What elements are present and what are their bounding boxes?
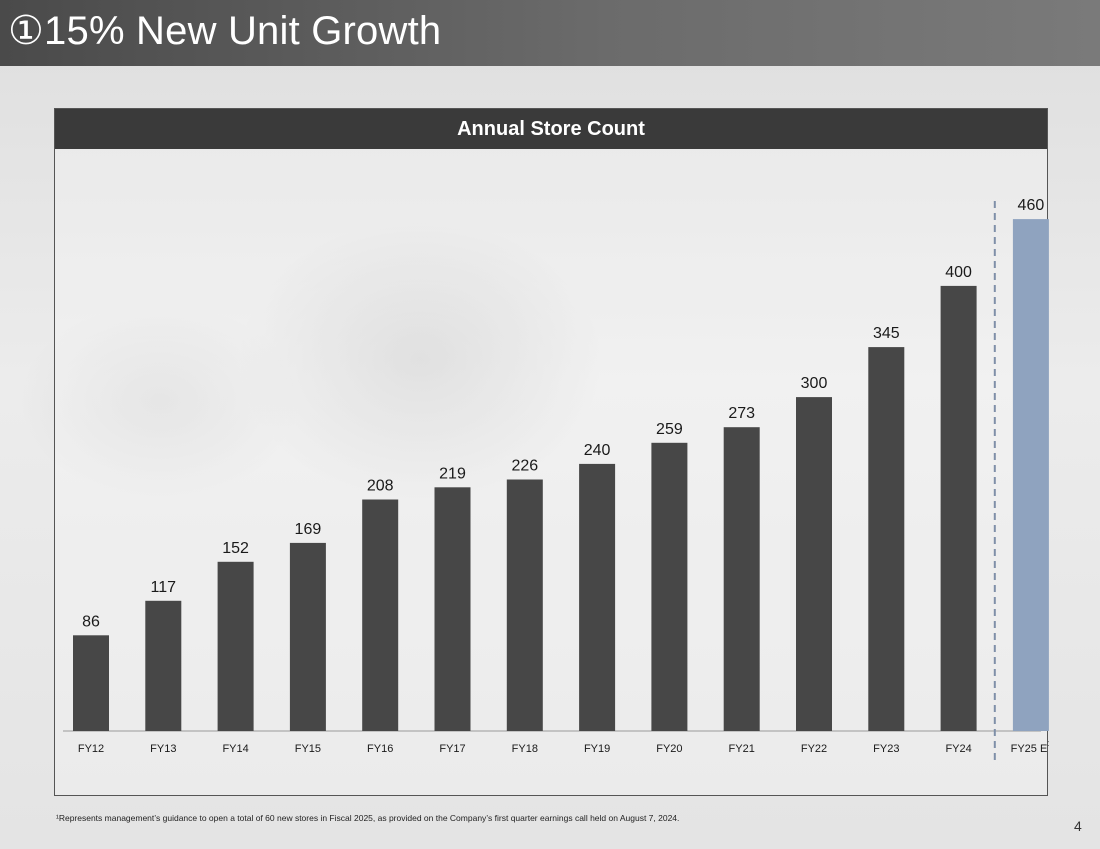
x-tick-label: FY21	[729, 743, 755, 755]
chart-title: Annual Store Count	[55, 109, 1047, 149]
data-label: 226	[511, 458, 538, 475]
x-tick-label: FY16	[367, 743, 393, 755]
chart-panel: Annual Store Count 86 FY12 117 FY13 152 FY14 1…	[54, 108, 1049, 796]
x-tick-label: FY22	[801, 743, 827, 755]
bar	[145, 600, 182, 731]
bar	[217, 561, 254, 731]
data-label: 86	[82, 613, 100, 630]
data-label: 117	[151, 579, 177, 596]
x-tick-label: FY25 E1	[1011, 741, 1049, 755]
bar	[579, 463, 616, 731]
x-tick-label: FY20	[656, 743, 682, 755]
x-tick-label: FY24	[945, 743, 971, 755]
bar	[868, 347, 905, 731]
bar-estimate	[1012, 219, 1049, 731]
bar	[73, 635, 109, 731]
bar	[651, 442, 688, 731]
x-tick-label: FY17	[439, 743, 465, 755]
page-number: 4	[1074, 818, 1082, 834]
x-tick-label: FY13	[150, 743, 176, 755]
slide-header: ①15% New Unit Growth	[0, 0, 1100, 66]
x-tick-label: FY19	[584, 743, 610, 755]
footnote: ¹Represents management’s guidance to ope…	[56, 813, 680, 823]
bar	[362, 499, 399, 731]
bar	[434, 487, 471, 731]
bar	[723, 427, 760, 731]
x-tick-label: FY12	[78, 743, 104, 755]
bar	[289, 542, 326, 731]
data-label: 208	[367, 478, 394, 495]
data-label: 259	[656, 421, 683, 438]
bar-chart: 86 FY12 117 FY13 152 FY14 169 FY15 208 FY16 219 FY1…	[63, 197, 1049, 765]
data-label: 300	[801, 375, 828, 392]
data-label: 460	[1018, 197, 1045, 214]
data-label: 273	[728, 405, 755, 422]
data-label: 345	[873, 325, 900, 342]
x-tick-label: FY14	[222, 743, 248, 755]
x-tick-label: FY23	[873, 743, 899, 755]
data-label: 400	[945, 264, 972, 281]
data-label: 219	[439, 465, 466, 482]
slide-title: ①15% New Unit Growth	[8, 9, 442, 53]
data-label: 240	[584, 442, 611, 459]
bar	[796, 397, 832, 731]
bar	[940, 285, 977, 731]
data-label: 152	[222, 540, 249, 557]
bar	[506, 479, 543, 731]
x-tick-label: FY18	[512, 743, 538, 755]
data-label: 169	[295, 521, 322, 538]
footnote-marker: 1	[1047, 741, 1049, 748]
x-tick-label: FY15	[295, 743, 321, 755]
